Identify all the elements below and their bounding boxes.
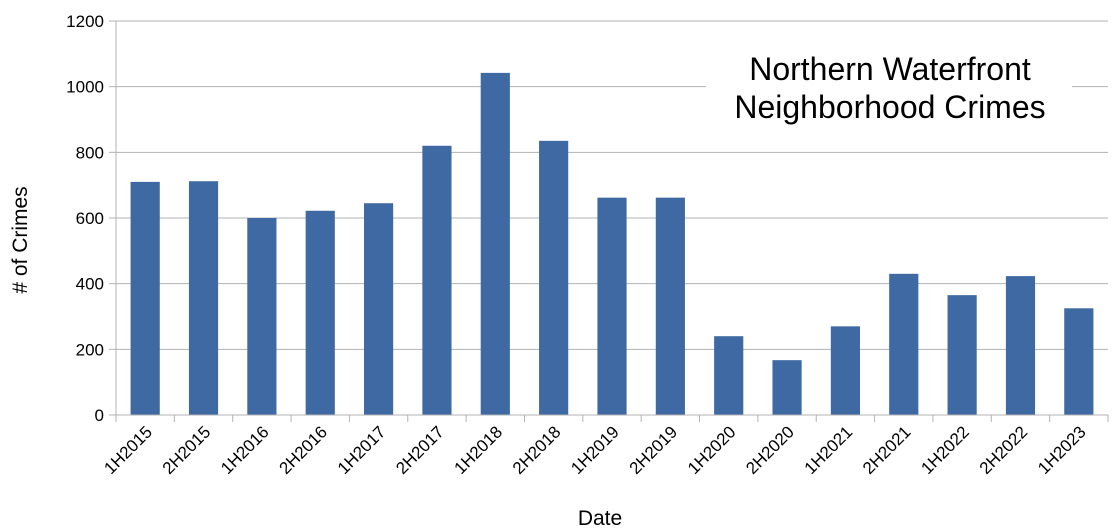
bar-1H2021	[830, 326, 860, 415]
bar-1H2016	[247, 218, 277, 415]
bar-2H2016	[305, 210, 335, 415]
x-tick-label: 1H2020	[684, 422, 740, 478]
x-tick-label: 2H2021	[859, 422, 915, 478]
bar-2H2022	[1005, 276, 1036, 415]
x-tick-label: 1H2017	[334, 422, 390, 478]
x-axis-title: Date	[578, 507, 622, 529]
bar-2H2017	[422, 145, 452, 415]
bar-2H2019	[655, 197, 685, 415]
bar-1H2015	[130, 181, 160, 415]
y-tick-label: 0	[95, 406, 104, 425]
x-tick-label: 1H2021	[801, 422, 857, 478]
title-background	[706, 50, 1072, 126]
x-tick-labels: 1H2015 2H2015 1H2016 2H2016 1H2017 2H2017 1H20…	[100, 422, 1089, 478]
bar-1H2019	[597, 197, 627, 415]
chart-title-line-1: Northern Waterfront	[749, 51, 1031, 87]
x-tick-label: 2H2020	[742, 422, 798, 478]
x-tick-label: 1H2022	[917, 422, 973, 478]
bar-1H2017	[364, 203, 394, 415]
bar-1H2020	[714, 336, 744, 415]
x-tick-label: 2H2017	[392, 422, 448, 478]
axes	[109, 20, 1109, 422]
y-tick-label: 600	[76, 209, 104, 228]
x-tick-label: 1H2015	[100, 422, 156, 478]
y-axis-title: # of Crimes	[9, 186, 32, 293]
x-tick-label: 2H2018	[509, 422, 565, 478]
x-tick-label: 2H2016	[276, 422, 332, 478]
bar-1H2023	[1064, 308, 1094, 415]
x-tick-label: 1H2023	[1034, 422, 1090, 478]
y-tick-label: 400	[76, 275, 104, 294]
x-tick-label: 2H2015	[159, 422, 215, 478]
x-tick-label: 2H2019	[626, 422, 682, 478]
bars	[130, 72, 1094, 416]
y-tick-label: 1000	[66, 78, 104, 97]
bar-1H2018	[480, 72, 510, 416]
x-tick-label: 1H2018	[451, 422, 507, 478]
bar-2H2018	[539, 140, 569, 415]
y-tick-labels: 0 200 400 600 800 1000 1200	[66, 12, 104, 425]
y-tick-label: 1200	[66, 12, 104, 31]
bar-2H2020	[772, 360, 802, 415]
bar-2H2021	[889, 273, 919, 415]
bar-2H2015	[188, 181, 219, 415]
x-tick-label: 1H2019	[567, 422, 623, 478]
y-tick-label: 800	[76, 143, 104, 162]
x-tick-label: 2H2022	[976, 422, 1032, 478]
bar-1H2022	[947, 295, 977, 415]
chart-title-line-2: Neighborhood Crimes	[734, 89, 1045, 125]
x-tick-label: 1H2016	[217, 422, 273, 478]
y-tick-label: 200	[76, 340, 104, 359]
